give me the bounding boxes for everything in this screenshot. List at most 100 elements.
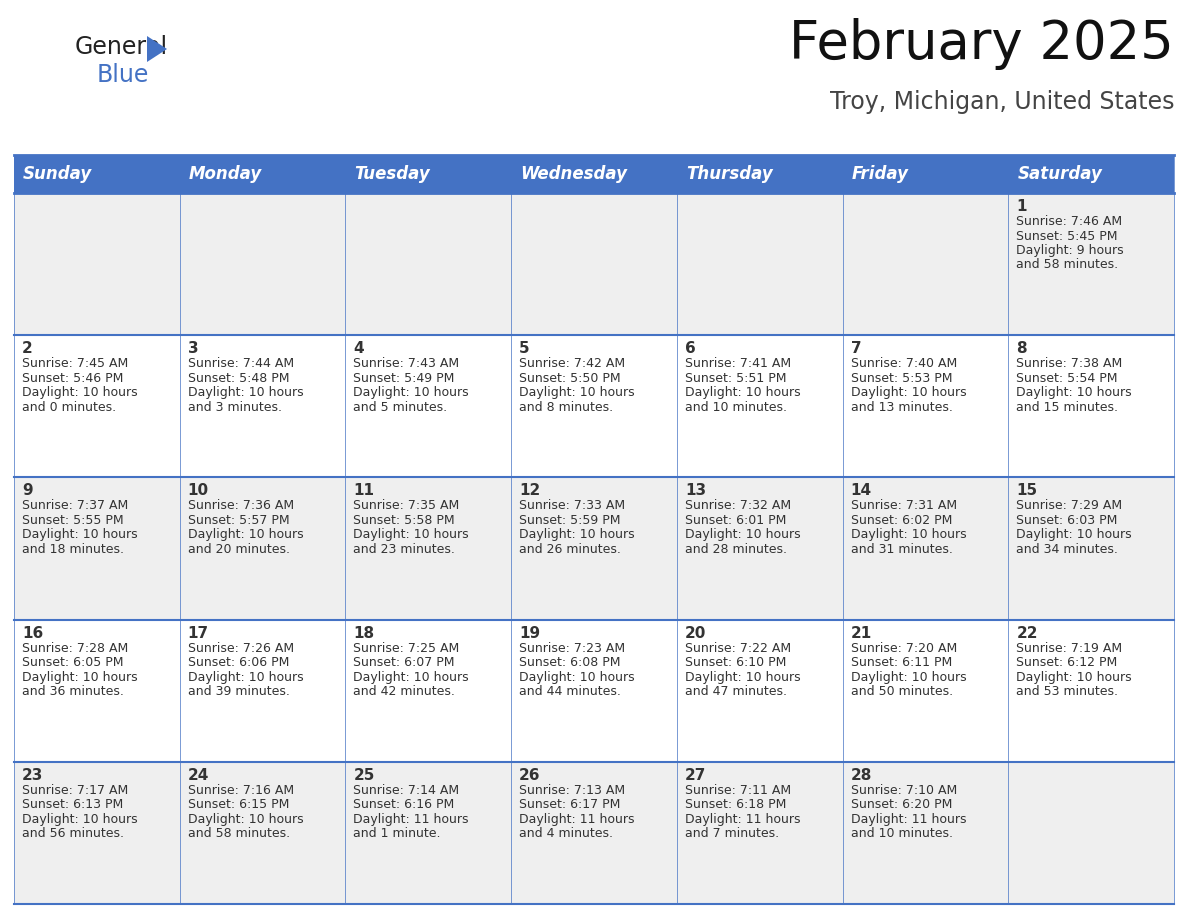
Text: and 44 minutes.: and 44 minutes. xyxy=(519,685,621,698)
Text: and 0 minutes.: and 0 minutes. xyxy=(23,400,116,414)
Text: Daylight: 10 hours: Daylight: 10 hours xyxy=(23,671,138,684)
Bar xyxy=(1009,762,1174,904)
Text: Wednesday: Wednesday xyxy=(520,165,627,183)
Text: 24: 24 xyxy=(188,767,209,783)
Text: Sunrise: 7:46 AM: Sunrise: 7:46 AM xyxy=(1016,215,1123,228)
Bar xyxy=(14,762,179,904)
Text: Sunrise: 7:13 AM: Sunrise: 7:13 AM xyxy=(519,784,625,797)
Bar xyxy=(1009,620,1174,762)
Text: Sunset: 6:16 PM: Sunset: 6:16 PM xyxy=(353,799,455,812)
Text: Daylight: 10 hours: Daylight: 10 hours xyxy=(188,671,303,684)
Text: 8: 8 xyxy=(1016,341,1026,356)
Text: and 50 minutes.: and 50 minutes. xyxy=(851,685,953,698)
Text: Sunset: 6:10 PM: Sunset: 6:10 PM xyxy=(684,656,786,669)
Text: and 53 minutes.: and 53 minutes. xyxy=(1016,685,1118,698)
Text: Sunday: Sunday xyxy=(23,165,93,183)
Text: Sunrise: 7:35 AM: Sunrise: 7:35 AM xyxy=(353,499,460,512)
Bar xyxy=(14,477,179,620)
Text: Sunset: 6:03 PM: Sunset: 6:03 PM xyxy=(1016,514,1118,527)
Text: 11: 11 xyxy=(353,484,374,498)
Text: Daylight: 10 hours: Daylight: 10 hours xyxy=(23,529,138,542)
Text: and 15 minutes.: and 15 minutes. xyxy=(1016,400,1118,414)
Text: 28: 28 xyxy=(851,767,872,783)
Bar xyxy=(346,193,511,335)
Text: and 18 minutes.: and 18 minutes. xyxy=(23,543,124,556)
Text: Daylight: 10 hours: Daylight: 10 hours xyxy=(353,386,469,399)
Text: 27: 27 xyxy=(684,767,706,783)
Text: Daylight: 11 hours: Daylight: 11 hours xyxy=(519,812,634,826)
Text: Daylight: 10 hours: Daylight: 10 hours xyxy=(353,671,469,684)
Bar xyxy=(677,620,842,762)
Text: Sunset: 5:54 PM: Sunset: 5:54 PM xyxy=(1016,372,1118,385)
Bar xyxy=(677,155,842,193)
Bar xyxy=(179,620,346,762)
Text: Sunset: 5:58 PM: Sunset: 5:58 PM xyxy=(353,514,455,527)
Bar xyxy=(346,620,511,762)
Text: Daylight: 9 hours: Daylight: 9 hours xyxy=(1016,244,1124,257)
Text: February 2025: February 2025 xyxy=(789,18,1174,70)
Text: Sunrise: 7:28 AM: Sunrise: 7:28 AM xyxy=(23,642,128,655)
Bar xyxy=(14,193,179,335)
Text: Daylight: 10 hours: Daylight: 10 hours xyxy=(353,529,469,542)
Text: 12: 12 xyxy=(519,484,541,498)
Text: Daylight: 10 hours: Daylight: 10 hours xyxy=(519,386,634,399)
Text: Sunrise: 7:33 AM: Sunrise: 7:33 AM xyxy=(519,499,625,512)
Text: Sunrise: 7:20 AM: Sunrise: 7:20 AM xyxy=(851,642,956,655)
Text: and 56 minutes.: and 56 minutes. xyxy=(23,827,124,840)
Text: and 13 minutes.: and 13 minutes. xyxy=(851,400,953,414)
Text: Saturday: Saturday xyxy=(1017,165,1102,183)
Bar xyxy=(511,762,677,904)
Text: and 39 minutes.: and 39 minutes. xyxy=(188,685,290,698)
Text: 3: 3 xyxy=(188,341,198,356)
Bar xyxy=(842,477,1009,620)
Text: and 34 minutes.: and 34 minutes. xyxy=(1016,543,1118,556)
Text: and 20 minutes.: and 20 minutes. xyxy=(188,543,290,556)
Bar xyxy=(179,155,346,193)
Text: 19: 19 xyxy=(519,625,541,641)
Text: Sunrise: 7:17 AM: Sunrise: 7:17 AM xyxy=(23,784,128,797)
Text: Sunrise: 7:23 AM: Sunrise: 7:23 AM xyxy=(519,642,625,655)
Text: Sunrise: 7:22 AM: Sunrise: 7:22 AM xyxy=(684,642,791,655)
Bar xyxy=(677,477,842,620)
Text: 5: 5 xyxy=(519,341,530,356)
Text: and 10 minutes.: and 10 minutes. xyxy=(851,827,953,840)
Text: Sunset: 6:13 PM: Sunset: 6:13 PM xyxy=(23,799,124,812)
Bar xyxy=(842,335,1009,477)
Text: Daylight: 10 hours: Daylight: 10 hours xyxy=(188,529,303,542)
Text: Sunset: 6:08 PM: Sunset: 6:08 PM xyxy=(519,656,620,669)
Text: and 58 minutes.: and 58 minutes. xyxy=(188,827,290,840)
Bar xyxy=(179,762,346,904)
Bar xyxy=(1009,477,1174,620)
Text: and 8 minutes.: and 8 minutes. xyxy=(519,400,613,414)
Text: Sunrise: 7:11 AM: Sunrise: 7:11 AM xyxy=(684,784,791,797)
Bar xyxy=(14,155,179,193)
Text: Sunset: 6:02 PM: Sunset: 6:02 PM xyxy=(851,514,952,527)
Text: Sunrise: 7:19 AM: Sunrise: 7:19 AM xyxy=(1016,642,1123,655)
Bar xyxy=(511,620,677,762)
Text: Sunset: 6:07 PM: Sunset: 6:07 PM xyxy=(353,656,455,669)
Text: and 4 minutes.: and 4 minutes. xyxy=(519,827,613,840)
Text: 14: 14 xyxy=(851,484,872,498)
Text: Daylight: 10 hours: Daylight: 10 hours xyxy=(851,386,966,399)
Text: Sunrise: 7:38 AM: Sunrise: 7:38 AM xyxy=(1016,357,1123,370)
Text: Troy, Michigan, United States: Troy, Michigan, United States xyxy=(829,90,1174,114)
Text: Sunrise: 7:37 AM: Sunrise: 7:37 AM xyxy=(23,499,128,512)
Text: Daylight: 10 hours: Daylight: 10 hours xyxy=(684,386,801,399)
Text: and 26 minutes.: and 26 minutes. xyxy=(519,543,621,556)
Bar xyxy=(346,762,511,904)
Bar xyxy=(511,477,677,620)
Bar xyxy=(14,335,179,477)
Bar xyxy=(511,193,677,335)
Text: 17: 17 xyxy=(188,625,209,641)
Text: Sunset: 6:17 PM: Sunset: 6:17 PM xyxy=(519,799,620,812)
Text: Daylight: 10 hours: Daylight: 10 hours xyxy=(519,671,634,684)
Bar xyxy=(842,762,1009,904)
Text: Sunrise: 7:14 AM: Sunrise: 7:14 AM xyxy=(353,784,460,797)
Text: Sunset: 6:15 PM: Sunset: 6:15 PM xyxy=(188,799,289,812)
Text: Tuesday: Tuesday xyxy=(354,165,430,183)
Text: 21: 21 xyxy=(851,625,872,641)
Text: and 5 minutes.: and 5 minutes. xyxy=(353,400,448,414)
Text: Sunset: 5:49 PM: Sunset: 5:49 PM xyxy=(353,372,455,385)
Text: Daylight: 11 hours: Daylight: 11 hours xyxy=(353,812,469,826)
Bar xyxy=(842,620,1009,762)
